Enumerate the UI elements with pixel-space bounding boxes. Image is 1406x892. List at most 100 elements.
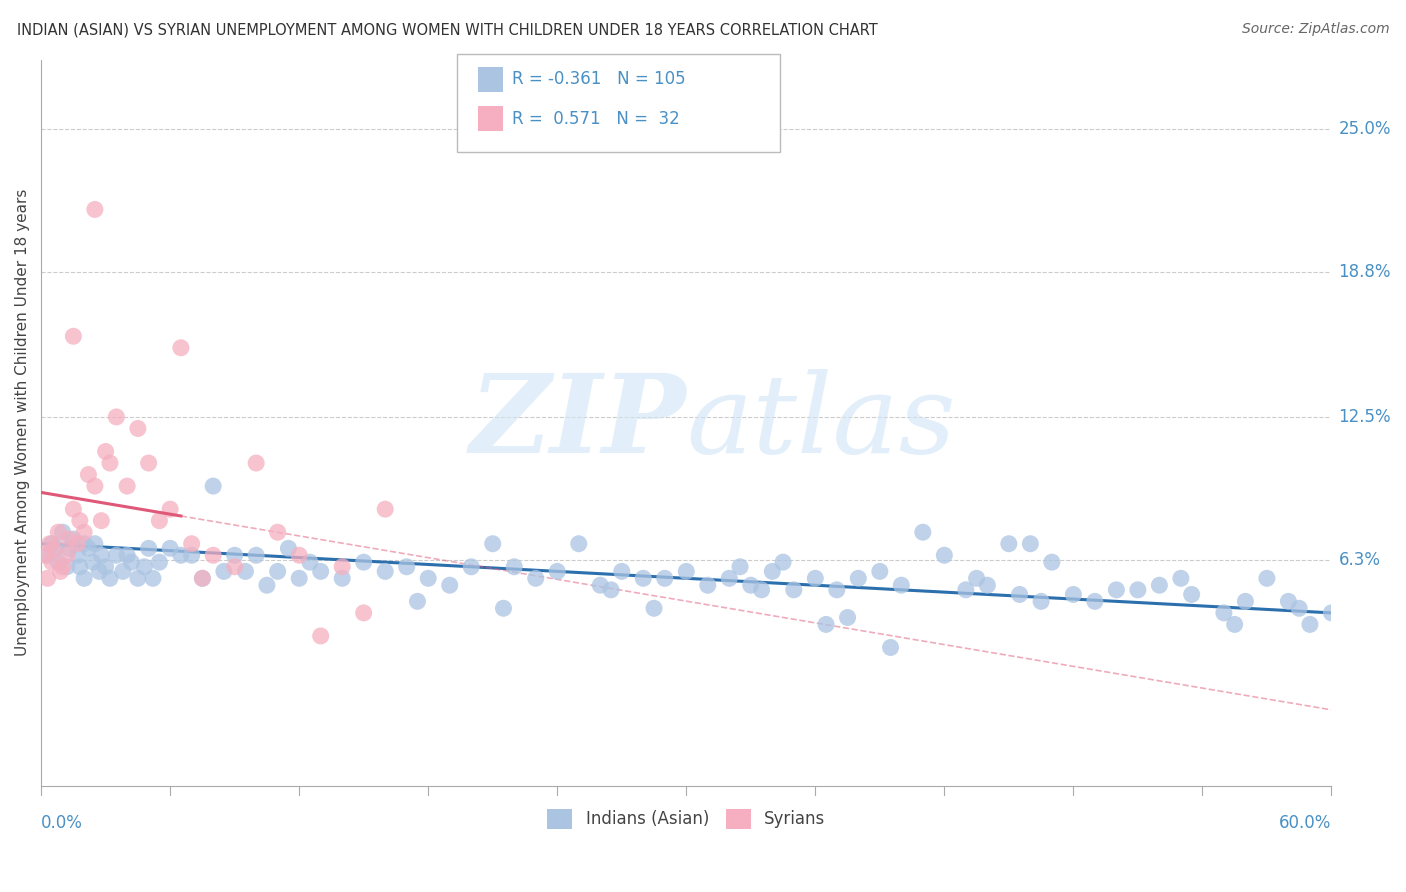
Point	[1126, 582, 1149, 597]
Point	[761, 565, 783, 579]
Point	[94, 559, 117, 574]
Point	[439, 578, 461, 592]
Point	[772, 555, 794, 569]
Point	[869, 565, 891, 579]
Point	[890, 578, 912, 592]
Point	[37, 548, 59, 562]
Point	[1105, 582, 1128, 597]
Point	[62, 502, 84, 516]
Point	[288, 571, 311, 585]
Point	[34, 548, 56, 562]
Point	[41, 537, 63, 551]
Text: INDIAN (ASIAN) VS SYRIAN UNEMPLOYMENT AMONG WOMEN WITH CHILDREN UNDER 18 YEARS C: INDIAN (ASIAN) VS SYRIAN UNEMPLOYMENT AM…	[17, 22, 877, 37]
Point	[45, 541, 67, 556]
Point	[633, 571, 655, 585]
Point	[277, 541, 299, 556]
Point	[56, 559, 79, 574]
Point	[1223, 617, 1246, 632]
Point	[180, 548, 202, 562]
Point	[524, 571, 547, 585]
Point	[82, 555, 104, 569]
Point	[1170, 571, 1192, 585]
Point	[83, 202, 105, 217]
Point	[77, 541, 100, 556]
Point	[138, 456, 160, 470]
Text: 6.3%: 6.3%	[1339, 551, 1381, 569]
Point	[418, 571, 440, 585]
Point	[138, 541, 160, 556]
Point	[37, 571, 59, 585]
Point	[105, 548, 128, 562]
Point	[38, 537, 60, 551]
Point	[568, 537, 591, 551]
Point	[120, 555, 142, 569]
Point	[266, 565, 288, 579]
Point	[1299, 617, 1322, 632]
Point	[90, 548, 112, 562]
Point	[245, 548, 267, 562]
Text: 18.8%: 18.8%	[1339, 262, 1391, 281]
Point	[46, 525, 69, 540]
Point	[728, 559, 751, 574]
Point	[159, 502, 181, 516]
Point	[1149, 578, 1171, 592]
Point	[879, 640, 901, 655]
Point	[374, 502, 396, 516]
Point	[288, 548, 311, 562]
Point	[142, 571, 165, 585]
Text: 0.0%: 0.0%	[41, 814, 83, 831]
Point	[52, 525, 75, 540]
Point	[202, 548, 225, 562]
Point	[69, 559, 91, 574]
Point	[66, 548, 89, 562]
Point	[148, 514, 170, 528]
Point	[825, 582, 848, 597]
Point	[73, 525, 96, 540]
Point	[105, 409, 128, 424]
Point	[90, 514, 112, 528]
Point	[675, 565, 697, 579]
Point	[69, 514, 91, 528]
Point	[740, 578, 762, 592]
Point	[49, 565, 72, 579]
Point	[202, 479, 225, 493]
Point	[235, 565, 257, 579]
Point	[1277, 594, 1299, 608]
Point	[98, 571, 121, 585]
Point	[503, 559, 526, 574]
Point	[73, 571, 96, 585]
Point	[1181, 587, 1204, 601]
Point	[62, 329, 84, 343]
Point	[127, 421, 149, 435]
Point	[1234, 594, 1257, 608]
Point	[837, 610, 859, 624]
Point	[1256, 571, 1278, 585]
Point	[600, 582, 623, 597]
Point	[111, 565, 134, 579]
Point	[115, 479, 138, 493]
Point	[696, 578, 718, 592]
Point	[1040, 555, 1063, 569]
Point	[191, 571, 214, 585]
Point	[73, 537, 96, 551]
Point	[41, 555, 63, 569]
Point	[1019, 537, 1042, 551]
Point	[643, 601, 665, 615]
Point	[42, 541, 65, 556]
Point	[610, 565, 633, 579]
Point	[180, 537, 202, 551]
Point	[58, 541, 80, 556]
Point	[58, 532, 80, 546]
Text: 25.0%: 25.0%	[1339, 120, 1391, 137]
Point	[309, 629, 332, 643]
Point	[1008, 587, 1031, 601]
Point	[374, 565, 396, 579]
Point	[751, 582, 773, 597]
Point	[1320, 606, 1343, 620]
Point	[1062, 587, 1084, 601]
Point	[191, 571, 214, 585]
Point	[353, 555, 375, 569]
Point	[212, 565, 235, 579]
Point	[1084, 594, 1107, 608]
Point	[134, 559, 156, 574]
